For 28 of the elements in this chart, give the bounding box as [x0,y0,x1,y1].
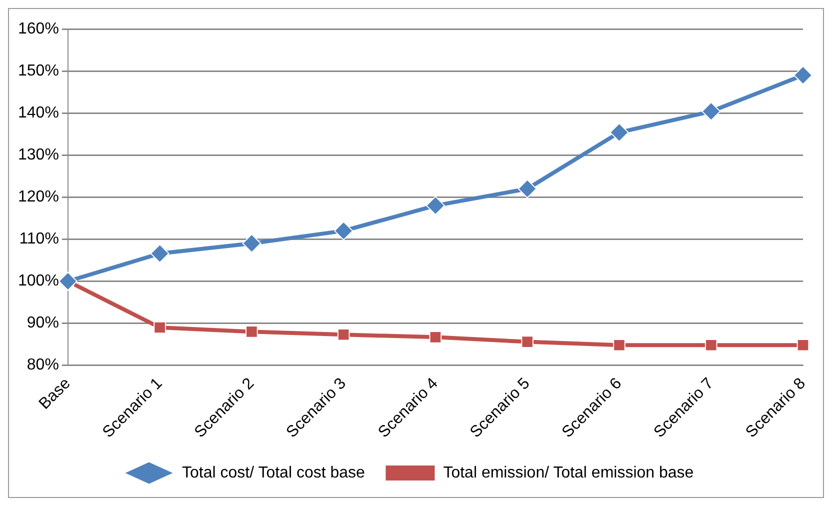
y-tick-label: 90% [26,314,59,332]
point [704,339,718,352]
point [610,122,629,142]
y-tick-label: 140% [18,104,59,122]
point [796,339,810,352]
y-tick-label: 150% [18,62,59,80]
point [334,221,354,240]
legend-label: Total cost/ Total cost base [182,464,366,482]
point [613,339,626,352]
point [702,102,721,121]
y-tick-label: 130% [18,146,59,164]
point [154,321,166,334]
point [521,336,534,348]
point [242,234,262,253]
point [337,328,350,341]
y-tick-label: 120% [18,188,59,206]
point [150,244,170,264]
y-tick-label: 160% [18,20,59,38]
y-tick-label: 110% [19,230,59,248]
y-tick-label: 100% [18,272,59,290]
point [426,196,445,216]
legend-label: Total emission/ Total emission base [443,464,694,482]
y-tick-label: 80% [26,356,59,374]
point [246,326,258,338]
point [429,331,442,344]
point [58,272,78,291]
point [794,66,812,85]
point [518,179,537,198]
